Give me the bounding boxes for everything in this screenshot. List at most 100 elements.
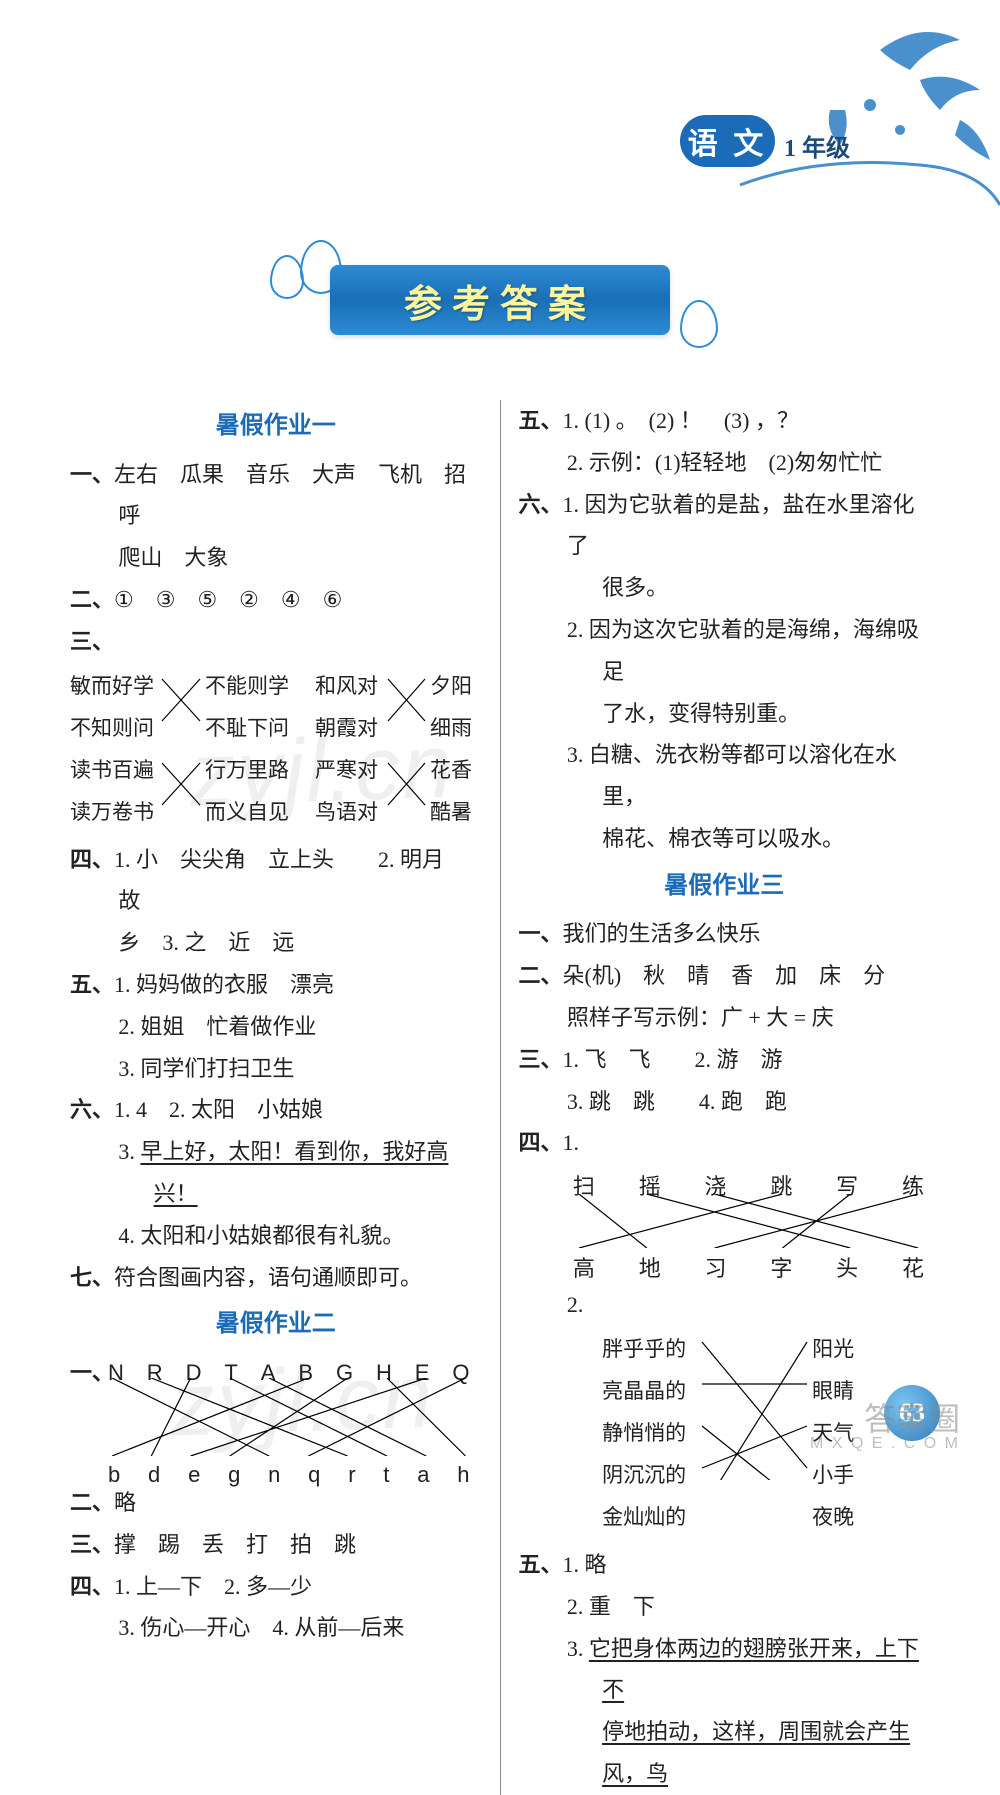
m: 不能则学 [205,667,289,707]
hw1-q4-label: 四、 [70,847,114,872]
footer-brand-small: M X Q E . C O M [810,1436,960,1453]
hw3-q1: 一、我们的生活多么快乐 [519,913,931,955]
hw3-q1-text: 我们的生活多么快乐 [563,921,761,946]
hw1-q5-1: 五、1. 妈妈做的衣服 漂亮 [70,964,482,1006]
hw1-q7-label: 七、 [70,1265,114,1290]
m: 细雨 [430,709,472,749]
hw2-title: 暑假作业二 [70,1302,482,1348]
hw1-q5-3: 3. 同学们打扫卫生 [70,1048,482,1090]
m: 阴沉沉的 [602,1456,686,1496]
hw1-title: 暑假作业一 [70,404,482,450]
hw1-q3-labeltext: 三、 [70,629,114,654]
m: 行万里路 [205,751,289,791]
footer-brand: 答案圈 M X Q E . C O M [810,1403,960,1453]
hw1-q1-line1: 一、左右 瓜果 音乐 大声 飞机 招呼 [70,454,482,538]
balloon-deco-left2 [270,255,304,299]
hw3-q1-label: 一、 [519,921,563,946]
hw3-q3-label: 三、 [519,1047,563,1072]
m: 亮晶晶的 [602,1372,686,1412]
hw2-q4-t1: 1. 上—下 2. 多—少 [114,1574,312,1599]
hw3-q2-label: 二、 [519,963,563,988]
hw3-q5-3b: 停地拍动，这样，周围就会产生风，鸟 [519,1711,931,1795]
hw1-q2: 二、① ③ ⑤ ② ④ ⑥ [70,579,482,621]
m: 金灿灿的 [602,1498,686,1538]
hw2r-q6-2b: 了水，变得特别重。 [519,693,931,735]
hw3-q5-2: 2. 重 下 [519,1586,931,1628]
hw2r-q5-2: 2. 示例：(1)轻轻地 (2)匆匆忙忙 [519,442,931,484]
hw2r-q6-3b: 棉花、棉衣等可以吸水。 [519,818,931,860]
m: 鸟语对 [315,793,378,833]
hw2-q4-2: 3. 伤心—开心 4. 从前—后来 [70,1607,482,1649]
hw1-q6-3: 3. 早上好，太阳！看到你，我好高兴！ [70,1131,482,1215]
hw1-q4-2: 乡 3. 之 近 远 [70,922,482,964]
hw3-q5-3a: 3. 它把身体两边的翅膀张开来，上下不 [519,1628,931,1712]
hw1-q6-t1: 1. 4 2. 太阳 小姑娘 [114,1097,323,1122]
hw3-title: 暑假作业三 [519,864,931,910]
hw2r-q6-1a: 六、1. 因为它驮着的是盐，盐在水里溶化了 [519,484,931,568]
hw3-q3-t1: 1. 飞 飞 2. 游 游 [563,1047,783,1072]
hw2r-q5-1: 五、1. (1) 。 (2) ！ (3) ，？ [519,400,931,442]
hw3-q2-t1: 朵(机) 秋 晴 香 加 床 分 [563,963,886,988]
m: 夜晚 [812,1498,854,1538]
hw3-q4-1-match: 扫摇浇跳写练 高地习字头花 [567,1166,930,1276]
hw3-q5-1: 五、1. 略 [519,1544,931,1586]
title-banner: 参考答案 [330,265,670,335]
left-column: 暑假作业一 一、左右 瓜果 音乐 大声 飞机 招呼 爬山 大象 二、① ③ ⑤ … [70,400,500,1795]
hw2r-q6-t1a: 1. 因为它驮着的是盐，盐在水里溶化了 [563,492,915,559]
header-flower-deco [620,10,1000,220]
m: 花香 [430,751,472,791]
m: 和风对 [315,667,378,707]
hw1-q7-text: 符合图画内容，语句通顺即可。 [114,1265,422,1290]
hw1-q5-2: 2. 姐姐 忙着做作业 [70,1006,482,1048]
m: 胖乎乎的 [602,1330,686,1370]
hw3-q5-t1: 1. 略 [563,1552,607,1577]
balloon-deco-right [680,300,718,348]
grade-label: 1 年级 [784,128,850,163]
hw2r-q5-label: 五、 [519,408,563,433]
hw2r-q6-3a: 3. 白糖、洗衣粉等都可以溶化在水里， [519,734,931,818]
m: 小手 [812,1456,854,1496]
title-text: 参考答案 [404,273,596,328]
hw1-q2-label: 二、 [70,587,114,612]
hw3-q3-2: 3. 跳 跳 4. 跑 跑 [519,1081,931,1123]
subject-text: 语 文 [688,119,768,163]
m: 读书百遍 [70,751,154,791]
hw2-q4-label: 四、 [70,1574,114,1599]
hw3-q4-1-lines [567,1194,930,1248]
hw2-q1: 一、 NRDTABGHEQ bdegnqrtah [70,1352,482,1482]
hw3-q2-1: 二、朵(机) 秋 晴 香 加 床 分 [519,955,931,997]
hw1-q3-match: 敏而好学 不知则问 读书百遍 读万卷书 不能则学 不耻下问 行万里路 而义自见 … [70,667,482,835]
hw1-q6-1: 六、1. 4 2. 太阳 小姑娘 [70,1089,482,1131]
hw1-q3-label: 三、 [70,621,482,663]
subject-badge: 语 文 [680,115,775,167]
hw2-q3-label: 三、 [70,1532,114,1557]
m: 酷暑 [430,793,472,833]
hw3-q4-labeltxt: 四、 [519,1130,563,1155]
hw1-q6-3-ul: 早上好，太阳！看到你，我好高兴！ [140,1139,448,1206]
hw1-q5-t1: 1. 妈妈做的衣服 漂亮 [114,972,334,997]
hw1-q6-4: 4. 太阳和小姑娘都很有礼貌。 [70,1215,482,1257]
hw3-q3-1: 三、1. 飞 飞 2. 游 游 [519,1039,931,1081]
hw2-q1-lines [102,1378,476,1456]
hw1-q4-t1: 1. 小 尖尖角 立上头 2. 明月 故 [114,847,466,914]
hw3-q4-2-label: 2. [519,1284,931,1326]
m: 朝霞对 [315,709,378,749]
content-columns: 暑假作业一 一、左右 瓜果 音乐 大声 飞机 招呼 爬山 大象 二、① ③ ⑤ … [70,400,930,1795]
m: 敏而好学 [70,667,154,707]
hw3-q5-label: 五、 [519,1552,563,1577]
hw1-q5-label: 五、 [70,972,114,997]
hw2r-q6-2a: 2. 因为这次它驮着的是海绵，海绵吸足 [519,609,931,693]
m: 读万卷书 [70,793,154,833]
footer-brand-big: 答案圈 [864,1401,960,1437]
hw3-q4-label: 四、1. [519,1122,931,1164]
m: 阳光 [812,1330,854,1370]
hw1-q7: 七、符合图画内容，语句通顺即可。 [70,1257,482,1299]
hw2-q4-1: 四、1. 上—下 2. 多—少 [70,1566,482,1608]
hw2r-q5-t1: 1. (1) 。 (2) ！ (3) ，？ [563,408,799,433]
hw3-q5-3-ul1: 它把身体两边的翅膀张开来，上下不 [589,1636,919,1703]
hw1-q2-text: ① ③ ⑤ ② ④ ⑥ [114,587,342,612]
hw2-q3-text: 撑 踢 丢 打 拍 跳 [114,1532,356,1557]
hw2r-q6-1b: 很多。 [519,567,931,609]
m: 夕阳 [430,667,472,707]
hw1-q4-1: 四、1. 小 尖尖角 立上头 2. 明月 故 [70,839,482,923]
